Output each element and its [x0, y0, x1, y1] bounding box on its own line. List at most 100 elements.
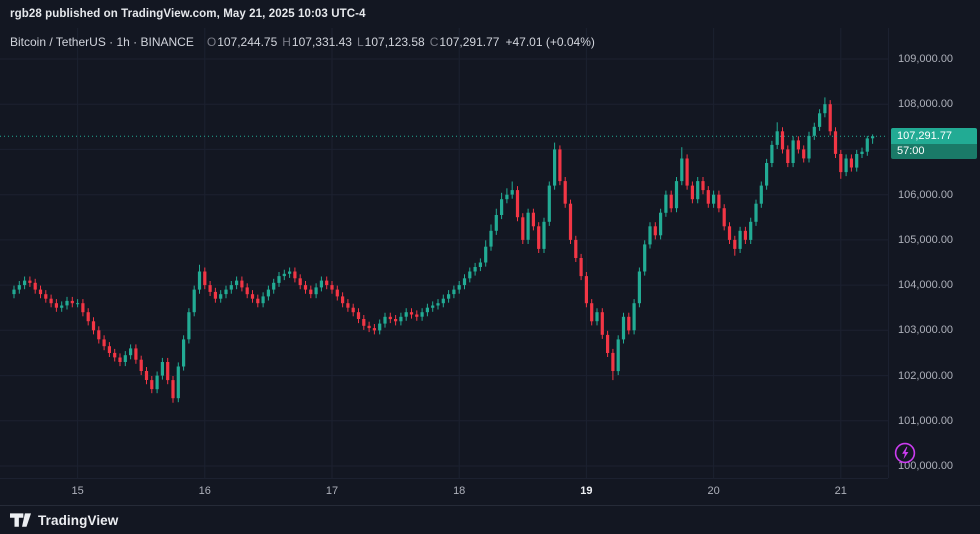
candle-body: [616, 339, 620, 372]
candle-body: [224, 289, 228, 295]
candle-body: [293, 271, 297, 279]
candle-body: [521, 217, 525, 240]
price-axis-label: 100,000.00: [898, 460, 954, 472]
candle-body: [515, 190, 520, 218]
candle-body: [547, 185, 551, 222]
candle-body: [627, 316, 631, 331]
candle-body: [351, 307, 355, 313]
candle-body: [298, 278, 302, 286]
flash-boost-icon[interactable]: [894, 442, 916, 464]
candle-body: [690, 185, 694, 200]
tradingview-logo[interactable]: TradingView: [10, 513, 118, 528]
candle-body: [505, 194, 509, 200]
candle-body: [38, 289, 43, 295]
candle-body: [727, 226, 732, 240]
candle-body: [558, 149, 562, 182]
price-axis[interactable]: 109,000.00108,000.00107,000.00106,000.00…: [888, 28, 980, 478]
candle-body: [192, 289, 196, 313]
candle-body: [621, 316, 626, 340]
candle-body: [537, 226, 541, 249]
low-label: L: [356, 35, 364, 49]
candle-body: [367, 325, 371, 329]
candle-body: [383, 316, 387, 324]
candle-body: [701, 181, 705, 191]
candle-body: [123, 355, 127, 362]
candle-body: [235, 280, 239, 286]
candle-body: [637, 271, 641, 304]
candle-body: [240, 280, 244, 288]
price-axis-label: 109,000.00: [898, 52, 954, 65]
candle-body: [685, 158, 689, 186]
candle-body: [309, 289, 313, 295]
open-label: O: [206, 35, 217, 49]
candle-body: [44, 294, 48, 299]
time-axis-label: 21: [834, 485, 847, 497]
candle-body: [669, 194, 673, 209]
time-axis-label: 17: [325, 485, 339, 497]
candle-body: [738, 230, 742, 249]
candle-body: [155, 375, 159, 390]
candle-body: [346, 303, 350, 308]
candle-body: [288, 271, 292, 274]
candle-body: [372, 328, 376, 331]
candle-body: [404, 312, 408, 317]
candle-body: [791, 140, 795, 163]
candle-body: [855, 154, 859, 168]
bar-countdown: 57:00: [891, 144, 977, 160]
candle-body: [680, 158, 684, 182]
candle-body: [28, 280, 32, 283]
candle-body: [250, 294, 255, 299]
candlestick-chart[interactable]: [0, 28, 888, 478]
candle-body: [468, 271, 472, 279]
candle-body: [595, 312, 599, 322]
candle-body: [314, 287, 318, 295]
candle-body: [743, 230, 747, 240]
candle-body: [765, 163, 769, 186]
candle-body: [818, 113, 822, 127]
candle-body: [648, 226, 652, 245]
candle-body: [457, 285, 461, 290]
candle-body: [319, 280, 323, 288]
tradingview-logo-text: TradingView: [38, 512, 119, 528]
close-label: C: [429, 35, 439, 49]
candle-body: [266, 289, 270, 297]
candle-body: [356, 312, 361, 319]
candle-body: [388, 316, 392, 320]
candle-body: [129, 348, 133, 356]
candle-body: [272, 282, 276, 290]
open-value: 107,244.75: [217, 35, 278, 49]
time-axis[interactable]: 15 16 17 18 19 20 21: [0, 478, 888, 505]
candle-body: [176, 366, 180, 399]
candle-body: [452, 289, 456, 295]
candle-body: [325, 280, 329, 286]
candle-body: [802, 149, 806, 159]
price-axis-label: 106,000.00: [898, 188, 954, 201]
candle-body: [754, 203, 758, 222]
candle-body: [17, 285, 21, 290]
candle-body: [653, 226, 657, 236]
candle-body: [97, 330, 101, 340]
candle-body: [733, 239, 737, 249]
candle-body: [833, 131, 838, 154]
last-price-value: 107,291.77: [891, 128, 977, 145]
candle-body: [102, 339, 106, 347]
candle-body: [409, 312, 414, 315]
candle-body: [12, 289, 16, 295]
candle-body: [54, 303, 58, 308]
chart-plot[interactable]: Bitcoin / TetherUS · 1h · BINANCE O107,24…: [0, 28, 888, 478]
candle-body: [60, 305, 64, 308]
candle-body: [796, 140, 800, 150]
price-axis-label: 105,000.00: [898, 233, 954, 246]
candle-body: [659, 212, 663, 236]
candle-body: [664, 194, 668, 213]
candle-body: [865, 138, 869, 152]
symbol-title[interactable]: Bitcoin / TetherUS · 1h · BINANCE: [10, 35, 194, 49]
candle-body: [76, 303, 80, 305]
price-axis-label: 103,000.00: [898, 324, 954, 337]
candle-body: [462, 278, 467, 286]
candle-body: [362, 319, 366, 326]
candle-body: [574, 239, 578, 258]
time-axis-label: 18: [453, 485, 466, 497]
candle-body: [696, 181, 700, 200]
